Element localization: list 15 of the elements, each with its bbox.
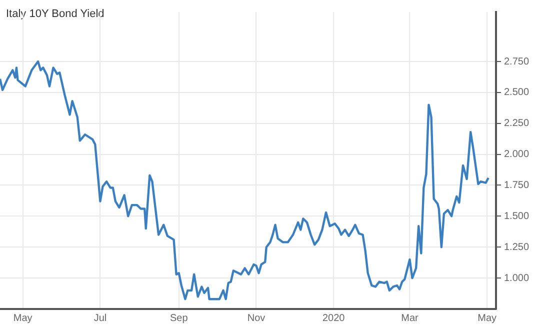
y-tick-label: 2.500	[504, 87, 530, 98]
x-tick-label: May	[478, 312, 497, 324]
x-tick-label: 2020	[322, 312, 346, 324]
y-tick-label: 1.250	[504, 242, 530, 253]
x-tick-label: Nov	[247, 312, 266, 324]
y-tick-label: 2.000	[504, 149, 530, 160]
y-tick-label: 2.750	[504, 56, 530, 68]
y-tick-label: 2.250	[504, 118, 530, 130]
x-tick-label: Jul	[94, 312, 107, 324]
x-tick-label: Mar	[401, 312, 419, 324]
y-tick-label: 1.750	[504, 180, 530, 191]
x-tick-label: May	[13, 312, 32, 324]
x-tick-label: Sep	[170, 312, 188, 324]
y-tick-label: 1.000	[504, 272, 530, 284]
y-tick-label: 1.500	[504, 210, 530, 222]
